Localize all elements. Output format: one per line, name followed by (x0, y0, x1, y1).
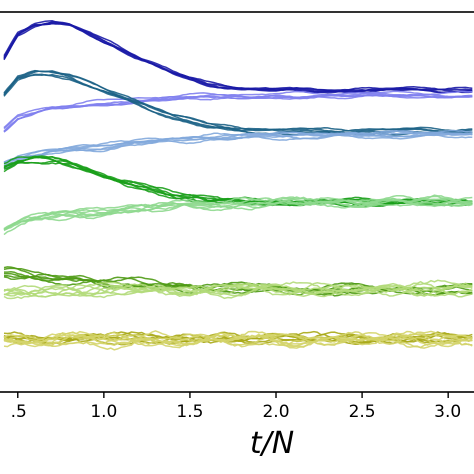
series-line-group-8 (3, 279, 473, 297)
series-line-group-1 (3, 22, 473, 94)
series-line-group-6 (3, 194, 473, 231)
series-line-group-1 (3, 22, 473, 94)
series-line-group-6 (3, 197, 473, 230)
series-line-group-5 (3, 155, 473, 205)
x-tick-label: 2.0 (262, 402, 289, 422)
series-line-group-10 (3, 330, 473, 347)
x-tick-label: 1.5 (176, 402, 203, 422)
series-line-group-8 (3, 280, 473, 297)
series-line-group-10 (3, 333, 473, 348)
series-line-group-8 (3, 283, 473, 297)
series-line-group-1 (3, 20, 473, 92)
x-axis-ticks: .5 1.0 1.5 2.0 2.5 3.0 (11, 392, 461, 422)
x-tick-label: 3.0 (434, 402, 461, 422)
series-line-group-3 (3, 69, 473, 132)
x-tick-label: .5 (11, 402, 27, 422)
series-line-group-2 (3, 94, 473, 133)
series-line-group-2 (3, 90, 473, 129)
series-line-group-2 (3, 93, 473, 132)
series-line-group-6 (3, 198, 473, 231)
series-line-group-6 (3, 194, 473, 231)
series-line-group-4 (3, 129, 473, 165)
series-line-group-10 (3, 330, 473, 347)
x-tick-label: 1.0 (90, 402, 117, 422)
x-axis-label: t/N (250, 426, 294, 461)
plot-lines (3, 20, 473, 351)
series-line-group-4 (3, 133, 473, 170)
series-line-group-3 (3, 73, 473, 136)
plot-frame (0, 11, 474, 393)
x-tick-label: 2.5 (349, 402, 376, 422)
